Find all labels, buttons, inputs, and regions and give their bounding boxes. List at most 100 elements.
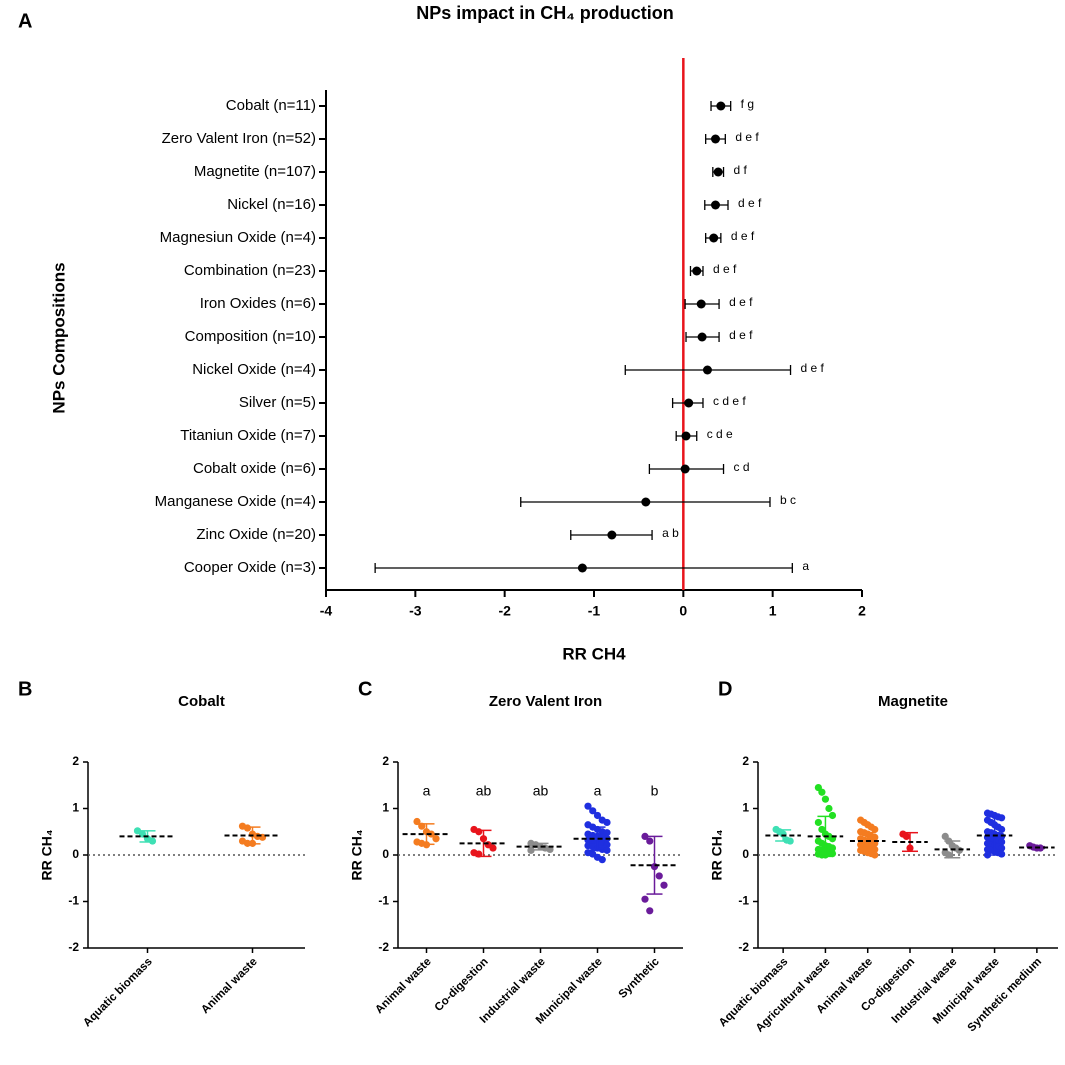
estimate-dot <box>702 365 712 375</box>
significance-letter: d e f <box>713 262 737 276</box>
y-tick-label: 0 <box>382 847 389 861</box>
significance-letter: ab <box>533 783 549 799</box>
estimate-dot <box>713 167 723 177</box>
y-tick-label: 0 <box>72 847 79 861</box>
data-point <box>825 804 833 813</box>
panel-label: B <box>18 678 32 700</box>
significance-letter: c d e <box>707 427 733 441</box>
estimate-dot <box>641 497 651 507</box>
panel-title: Cobalt <box>178 693 225 710</box>
estimate-dot <box>709 233 719 243</box>
y-tick-label: 1 <box>72 801 79 815</box>
category-label: Silver (n=5) <box>239 394 316 411</box>
chart-title: NPs impact in CH₄ production <box>416 3 674 23</box>
estimate-dot <box>607 530 617 540</box>
x-tick-label: Animal waste <box>199 956 259 1016</box>
category-label: Magnesiun Oxide (n=4) <box>160 229 316 246</box>
y-tick-label: -2 <box>738 940 749 954</box>
significance-letter: d e f <box>729 328 753 342</box>
x-tick-label: 1 <box>769 603 777 619</box>
y-tick-label: -2 <box>68 940 79 954</box>
data-point <box>432 835 440 843</box>
y-tick-label: 2 <box>742 754 749 768</box>
data-point <box>603 841 611 849</box>
x-tick-label: Synthetic medium <box>966 956 1045 1035</box>
estimate-dot <box>716 101 726 111</box>
estimate-dot <box>692 266 702 276</box>
data-point <box>603 846 611 854</box>
data-point <box>641 832 649 841</box>
estimate-dot <box>684 398 694 408</box>
y-tick-label: -2 <box>378 940 389 954</box>
x-tick-label: -1 <box>588 603 601 619</box>
category-label: Magnetite (n=107) <box>194 163 316 180</box>
data-point <box>871 825 879 834</box>
data-point <box>821 795 830 803</box>
significance-letter: a b <box>662 526 679 540</box>
data-point <box>489 844 497 852</box>
estimate-dot <box>577 563 587 573</box>
data-point <box>998 825 1006 834</box>
y-tick-label: 1 <box>742 801 749 815</box>
significance-letter: b <box>651 783 659 799</box>
data-point <box>828 811 837 820</box>
data-point <box>828 850 837 858</box>
x-axis-title: RR CH4 <box>562 644 626 663</box>
category-label: Cooper Oxide (n=3) <box>184 559 316 576</box>
significance-letter: a <box>802 559 809 573</box>
y-axis-title: NPs Compositions <box>49 262 68 413</box>
y-tick-label: -1 <box>378 894 389 908</box>
data-point <box>660 881 668 889</box>
data-point <box>998 850 1006 858</box>
category-label: Manganese Oxide (n=4) <box>155 493 316 510</box>
significance-letter: f g <box>741 97 754 111</box>
significance-letter: a <box>594 783 602 799</box>
category-label: Cobalt (n=11) <box>226 97 316 114</box>
category-label: Cobalt oxide (n=6) <box>193 460 316 477</box>
estimate-dot <box>710 200 720 210</box>
data-point <box>527 846 535 854</box>
estimate-dot <box>710 134 720 144</box>
data-point <box>818 788 826 796</box>
data-point <box>814 818 822 827</box>
category-label: Iron Oxides (n=6) <box>200 295 316 312</box>
significance-letter: d f <box>734 163 748 177</box>
y-tick-label: -1 <box>68 894 79 908</box>
y-tick-label: 2 <box>382 754 389 768</box>
x-tick-label: Co-digestion <box>433 956 491 1014</box>
y-tick-label: 2 <box>72 754 79 768</box>
x-tick-label: 2 <box>858 603 866 619</box>
data-point <box>584 802 592 810</box>
estimate-dot <box>681 431 691 441</box>
significance-letter: d e f <box>738 196 762 210</box>
data-point <box>641 895 649 903</box>
significance-letter: b c <box>780 493 796 507</box>
estimate-dot <box>696 299 706 309</box>
significance-letter: ab <box>476 783 492 799</box>
y-tick-label: -1 <box>738 894 749 908</box>
data-point <box>902 832 911 841</box>
x-tick-label: Animal waste <box>373 956 433 1016</box>
y-axis-title: RR CH₄ <box>349 829 365 880</box>
data-point <box>603 818 611 827</box>
y-tick-label: 0 <box>742 847 749 861</box>
data-point <box>589 807 597 815</box>
x-tick-label: -2 <box>498 603 511 619</box>
x-tick-label: Synthetic <box>617 955 663 1001</box>
panel-title: Zero Valent Iron <box>489 693 602 710</box>
data-point <box>871 851 879 859</box>
panel-title: Magnetite <box>878 693 948 710</box>
significance-letter: c d e f <box>713 394 746 408</box>
y-tick-label: 1 <box>382 801 389 815</box>
panel-label: A <box>18 10 32 32</box>
y-axis-title: RR CH₄ <box>709 829 725 880</box>
category-label: Titaniun Oxide (n=7) <box>180 427 316 444</box>
data-point <box>243 824 252 832</box>
panel-label: C <box>358 678 372 700</box>
data-point <box>603 829 611 837</box>
data-point <box>475 828 483 836</box>
category-label: Zinc Oxide (n=20) <box>196 526 316 543</box>
category-label: Zero Valent Iron (n=52) <box>162 130 316 147</box>
